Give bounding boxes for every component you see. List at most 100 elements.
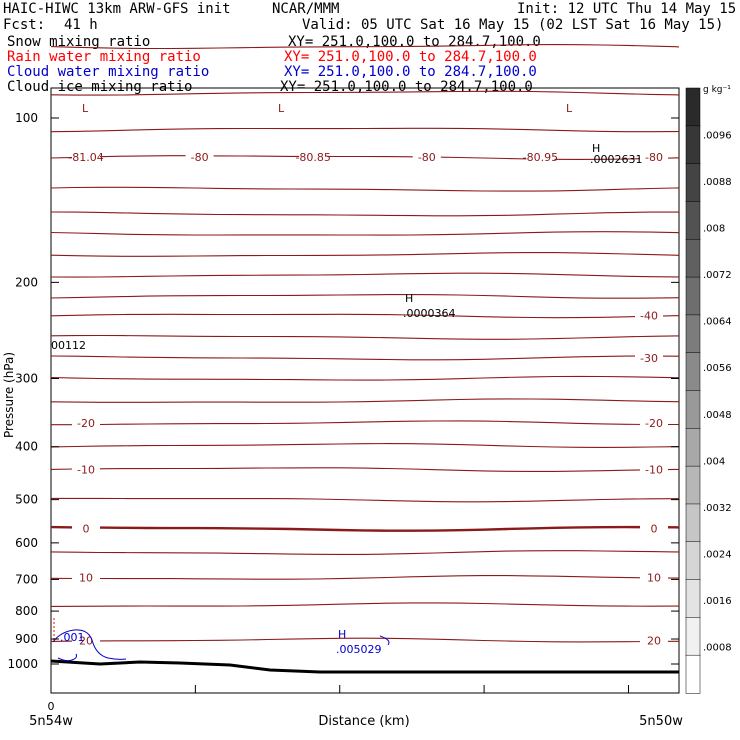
contour-label-bg xyxy=(72,634,100,646)
contour-label: -30 xyxy=(640,352,658,365)
colorbar-tick-label: .008 xyxy=(703,224,725,235)
run-title: HAIC-HIWC 13km ARW-GFS init xyxy=(3,1,231,17)
valid-time: Valid: 05 UTC Sat 16 May 15 (02 LST Sat … xyxy=(302,17,724,33)
temperature-contour-line xyxy=(50,467,679,472)
extremum-type: H xyxy=(338,628,346,641)
contour-label: -10 xyxy=(645,463,663,476)
y-tick-label: 600 xyxy=(15,536,38,550)
colorbar-tick-label: .0048 xyxy=(703,410,732,421)
y-tick-label: 1000 xyxy=(7,657,38,671)
contour-label: 10 xyxy=(647,572,661,585)
contour-label: -80.85 xyxy=(295,151,330,164)
y-tick-label: 800 xyxy=(15,604,38,618)
colorbar-swatch xyxy=(685,239,701,278)
field-snow-name: Snow mixing ratio xyxy=(7,34,151,50)
contour-label: -40 xyxy=(640,310,658,323)
colorbar-swatch xyxy=(685,87,701,127)
temperature-contour-line xyxy=(50,231,680,236)
y-tick-label: 200 xyxy=(15,275,38,289)
colorbar-swatch xyxy=(685,352,701,392)
field-cloudwater-xy: XY= 251.0,100.0 to 284.7,100.0 xyxy=(284,64,537,80)
temperature-contour-line xyxy=(50,550,679,555)
extremum-type: H xyxy=(405,292,413,305)
extremum-type: H xyxy=(592,142,600,155)
colorbar-swatch xyxy=(685,654,701,694)
colorbar-tick-label: .0096 xyxy=(703,131,732,142)
temperature-contour-line xyxy=(50,313,679,319)
contour-label: 10 xyxy=(79,572,93,585)
colorbar-swatch xyxy=(685,503,701,543)
y-tick-label: 900 xyxy=(15,632,38,646)
contour-label: -80 xyxy=(645,151,663,164)
colorbar-tick-label: .0072 xyxy=(703,270,732,281)
temperature-contour-line xyxy=(50,398,679,403)
contour-label: -80.95 xyxy=(523,151,558,164)
field-cloudice-xy: XY= 251.0,100.0 to 284.7,100.0 xyxy=(280,79,533,95)
cloud-water-contours xyxy=(52,618,390,662)
terrain-surface xyxy=(50,659,679,674)
contour-label: -80 xyxy=(418,151,436,164)
contour-label-bg xyxy=(412,151,441,163)
contour-label-bg xyxy=(640,634,668,646)
contour-low-marker: L xyxy=(566,102,573,115)
x-start-tick-label: 0 xyxy=(48,700,55,713)
colorbar-swatch xyxy=(685,465,701,505)
contour-label: -81.04 xyxy=(68,151,103,164)
colorbar-tick-label: .0088 xyxy=(703,177,732,188)
x-right-location: 5n50w xyxy=(639,714,683,729)
temperature-contour-line xyxy=(50,294,680,299)
contour-label: 0 xyxy=(651,523,658,536)
temperature-contour-line xyxy=(50,334,679,340)
contour-label-bg xyxy=(640,571,668,583)
colorbar-swatch xyxy=(685,617,701,656)
contour-label: -20 xyxy=(77,417,95,430)
contour-label-bg xyxy=(72,151,100,163)
y-tick-label: 300 xyxy=(15,372,38,386)
field-rain-name: Rain water mixing ratio xyxy=(7,49,201,65)
contour-label: 0 xyxy=(83,523,90,536)
contour-label: -20 xyxy=(645,417,663,430)
cloud-water-contour xyxy=(57,653,77,662)
contour-label-bg xyxy=(72,571,100,583)
contour-label: 20 xyxy=(647,634,661,647)
colorbar: .0096 .0088 .008 .0072 .0064 .0056 .0048 .004 .0… xyxy=(685,85,732,694)
contour-label: -80 xyxy=(191,151,209,164)
contour-label-bg xyxy=(640,151,668,163)
contour-label-bg xyxy=(635,309,663,321)
colorbar-tick-label: .0056 xyxy=(703,363,732,374)
contour-label-bg xyxy=(72,417,100,429)
temperature-contour-line xyxy=(50,211,679,217)
contour-label-bg xyxy=(299,151,328,163)
temperature-contour-line xyxy=(50,637,679,643)
contour-label: -10 xyxy=(77,463,95,476)
contour-label-bg xyxy=(72,522,100,534)
contour-label: 20 xyxy=(79,634,93,647)
colorbar-tick-label: .0064 xyxy=(703,317,732,328)
colorbar-unit: g kg⁻¹ xyxy=(703,85,731,95)
cloud-water-contour xyxy=(379,635,390,646)
y-tick-label: 700 xyxy=(15,572,38,586)
contour-label-bg xyxy=(185,151,214,163)
extremum-value: .0002631 xyxy=(590,153,643,166)
colorbar-tick-label: .0016 xyxy=(703,596,732,607)
colorbar-swatch xyxy=(685,125,701,165)
colorbar-tick-label: .0024 xyxy=(703,549,732,560)
init-time: Init: 12 UTC Thu 14 May 15 xyxy=(517,1,737,17)
temperature-contour-line xyxy=(50,602,679,607)
temperature-contour-line xyxy=(50,186,680,192)
y-tick-label: 100 xyxy=(15,111,38,125)
extremum-value: .0000364 xyxy=(403,307,456,320)
colorbar-swatch xyxy=(685,163,701,203)
temperature-contour-line xyxy=(50,443,679,448)
extremum-value: .005029 xyxy=(336,643,382,656)
temperature-contours: -81.04 -80 -80.85 -80 -80.95 -80 -40 -30 -20 -20 -… xyxy=(50,44,680,647)
colorbar-tick-label: .004 xyxy=(703,456,725,467)
temperature-contour-line xyxy=(50,155,680,160)
temperature-contour-line xyxy=(50,90,680,96)
temperature-contour-line xyxy=(50,252,680,257)
cloud-water-contour xyxy=(52,629,127,660)
contour-label-bg xyxy=(640,522,668,534)
temperature-contour-line xyxy=(50,272,679,278)
plot-frame xyxy=(50,87,680,694)
